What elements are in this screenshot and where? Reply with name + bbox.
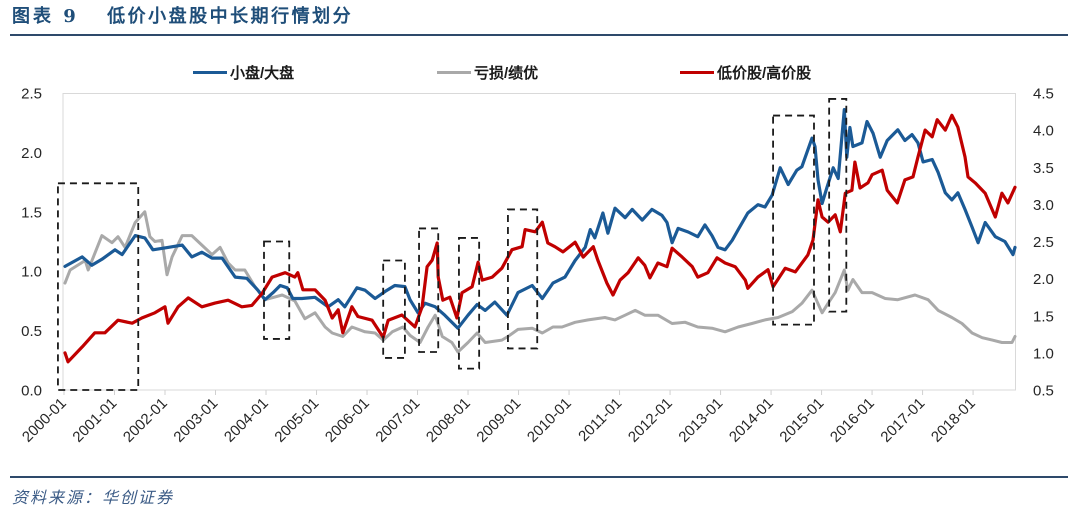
legend-label: 小盘/大盘 <box>230 64 295 82</box>
left-y-tick-label: 2.5 <box>21 86 42 103</box>
legend-item-small-to-large: 小盘/大盘 <box>193 61 294 83</box>
x-tick-label: 2006-01 <box>322 395 373 446</box>
x-tick-label: 2010-01 <box>524 395 575 446</box>
dashed-highlight-box <box>382 259 406 359</box>
dashed-highlight-box <box>458 237 481 370</box>
x-axis: 2000-01 2001-01 2002-01 2003-01 2004-01 2005-… <box>19 390 979 446</box>
legend-swatch-blue <box>193 70 227 74</box>
left-y-tick-label: 0.5 <box>21 323 42 340</box>
dashed-highlight-box <box>263 240 291 340</box>
x-tick-label: 2002-01 <box>120 395 171 446</box>
right-y-tick-label: 4.0 <box>1033 123 1054 140</box>
right-y-tick-label: 0.5 <box>1033 383 1054 400</box>
right-y-tick-label: 1.0 <box>1033 345 1054 362</box>
dual-axis-line-chart: 0.0 0.5 1.0 1.5 2.0 2.5 0.5 1.0 1.5 2.0 2.5 3.0 3.5… <box>19 86 1054 446</box>
x-tick-label: 2016-01 <box>827 395 878 446</box>
series-lines <box>63 108 1017 364</box>
right-y-tick-label: 2.0 <box>1033 271 1054 288</box>
legend-swatch-gray <box>437 70 471 74</box>
right-y-tick-label: 1.5 <box>1033 308 1054 325</box>
x-tick-label: 2008-01 <box>423 395 474 446</box>
right-y-tick-label: 3.0 <box>1033 197 1054 214</box>
footer-rule <box>10 476 1068 478</box>
x-tick-label: 2014-01 <box>726 395 777 446</box>
x-tick-label: 2011-01 <box>575 395 625 445</box>
header-rule <box>10 34 1068 36</box>
figure-header: 图表 9 低价小盘股中长期行情划分 <box>12 5 353 29</box>
right-y-tick-label: 2.5 <box>1033 234 1054 251</box>
highlight-boxes <box>57 98 848 391</box>
x-tick-label: 2007-01 <box>372 395 423 446</box>
small-cap-to-large-cap-line <box>63 108 1017 330</box>
left-y-tick-label: 0.0 <box>21 383 42 400</box>
legend-label: 亏损/绩优 <box>474 64 539 82</box>
right-y-axis: 0.5 1.0 1.5 2.0 2.5 3.0 3.5 4.0 4.5 <box>1033 86 1054 400</box>
x-tick-label: 2015-01 <box>776 395 827 446</box>
left-y-tick-label: 2.0 <box>21 145 42 162</box>
x-tick-label: 2001-01 <box>69 395 120 446</box>
dashed-highlight-box <box>507 208 539 350</box>
figure-label: 图表 9 <box>12 6 79 27</box>
dashed-highlight-box <box>828 98 848 313</box>
legend-label: 低价股/高价股 <box>717 64 812 82</box>
legend-swatch-red <box>680 70 714 74</box>
x-tick-label: 2012-01 <box>625 395 676 446</box>
x-tick-label: 2009-01 <box>473 395 524 446</box>
x-tick-label: 2005-01 <box>271 395 322 446</box>
legend-item-loss-to-blue-chip: 亏损/绩优 <box>437 61 538 83</box>
legend-item-low-to-high-price: 低价股/高价股 <box>680 61 811 83</box>
x-tick-label: 2000-01 <box>19 395 70 446</box>
x-tick-label: 2003-01 <box>170 395 221 446</box>
x-tick-label: 2013-01 <box>675 395 726 446</box>
plot-frame <box>62 93 1016 391</box>
source-note: 资料来源：华创证券 <box>12 488 175 507</box>
right-y-tick-label: 3.5 <box>1033 160 1054 177</box>
low-price-to-high-price-line <box>63 113 1017 364</box>
dashed-highlight-box <box>57 182 140 391</box>
x-tick-label: 2004-01 <box>221 395 272 446</box>
x-tick-label: 2018-01 <box>928 395 979 446</box>
left-y-axis: 0.0 0.5 1.0 1.5 2.0 2.5 <box>21 86 42 400</box>
dashed-highlight-box <box>772 114 815 326</box>
figure-title: 低价小盘股中长期行情划分 <box>107 6 354 27</box>
x-tick-label: 2017-01 <box>877 395 928 446</box>
left-y-tick-label: 1.0 <box>21 264 42 281</box>
left-y-tick-label: 1.5 <box>21 204 42 221</box>
loss-to-blue-chip-line <box>63 210 1017 354</box>
right-y-tick-label: 4.5 <box>1033 86 1054 103</box>
